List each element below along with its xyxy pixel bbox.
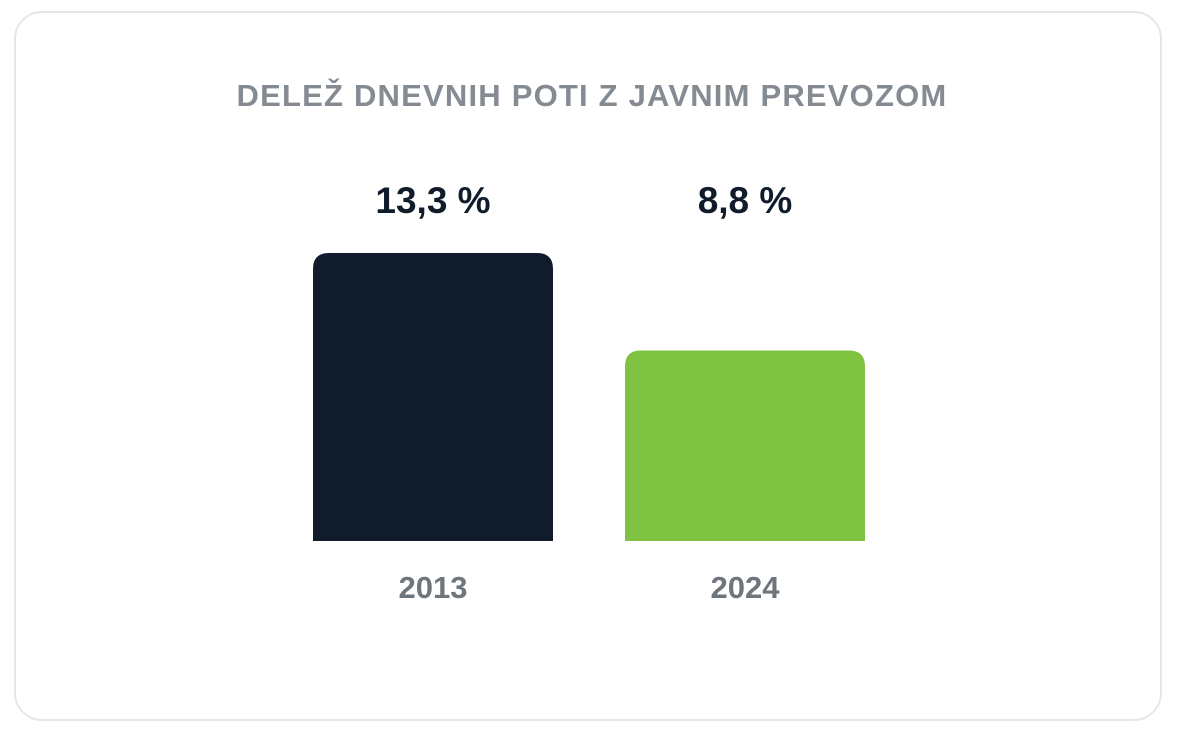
labels-layer: 13,3 % 2013 8,8 % 2024 <box>375 180 792 605</box>
bars-layer <box>313 253 865 541</box>
bar-2024 <box>625 350 865 541</box>
category-label-2024: 2024 <box>711 570 781 605</box>
bar-2013 <box>313 253 553 541</box>
chart-title: DELEŽ DNEVNIH POTI Z JAVNIM PREVOZOM <box>236 78 948 113</box>
chart-card <box>14 11 1162 721</box>
value-label-2013: 13,3 % <box>375 180 490 221</box>
value-label-2024: 8,8 % <box>698 180 793 221</box>
category-label-2013: 2013 <box>399 570 468 605</box>
